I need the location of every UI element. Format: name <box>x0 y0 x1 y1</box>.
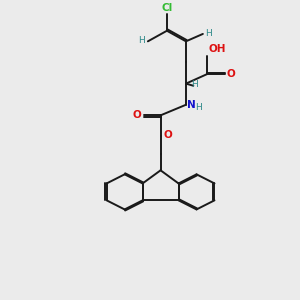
Text: Cl: Cl <box>161 3 172 13</box>
Text: H: H <box>195 103 202 112</box>
Text: O: O <box>227 69 236 79</box>
Text: H: H <box>139 36 145 45</box>
Text: H: H <box>191 80 198 89</box>
Text: O: O <box>163 130 172 140</box>
Text: OH: OH <box>208 44 226 54</box>
Text: O: O <box>133 110 142 120</box>
Text: N: N <box>187 100 196 110</box>
Text: H: H <box>206 29 212 38</box>
